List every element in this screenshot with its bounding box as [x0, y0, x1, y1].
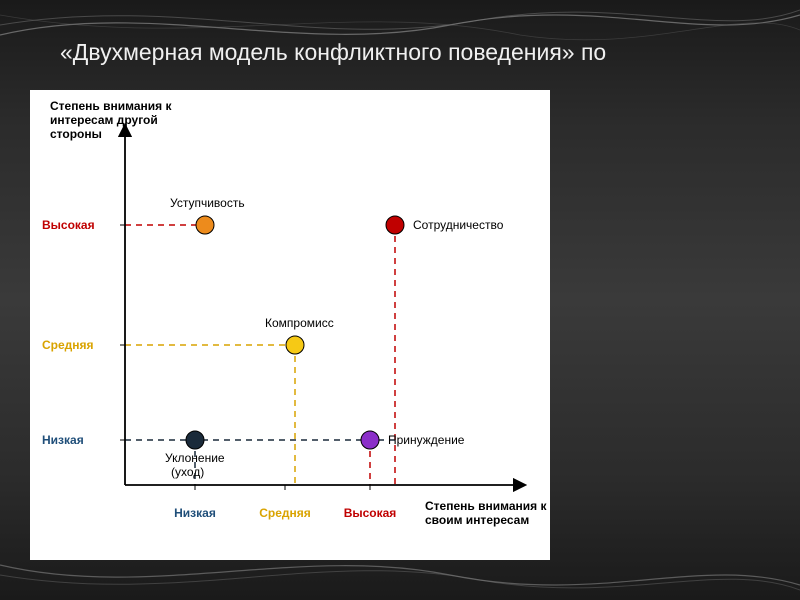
- thomas-model-chart: Степень внимания кинтересам другойсторон…: [30, 90, 550, 560]
- point-compromise: [286, 336, 304, 354]
- point-label-collaboration: Сотрудничество: [413, 218, 504, 232]
- point-sublabel-avoidance: (уход): [171, 465, 204, 479]
- y-axis-title: интересам другой: [50, 113, 158, 127]
- point-label-avoidance: Уклонение: [165, 451, 225, 465]
- point-accommodation: [196, 216, 214, 234]
- slide-title: «Двухмерная модель конфликтного поведени…: [60, 38, 790, 68]
- slide-root: «Двухмерная модель конфликтного поведени…: [0, 0, 800, 600]
- point-label-compromise: Компромисс: [265, 316, 334, 330]
- x-axis-title: своим интересам: [425, 513, 529, 527]
- y-tick-label: Высокая: [42, 218, 95, 232]
- point-competition: [361, 431, 379, 449]
- x-tick-label: Высокая: [344, 506, 397, 520]
- y-axis-title: стороны: [50, 127, 102, 141]
- x-tick-label: Низкая: [174, 506, 216, 520]
- title-main: «Двухмерная модель конфликтного поведени…: [60, 39, 606, 65]
- y-tick-label: Средняя: [42, 338, 94, 352]
- y-tick-label: Низкая: [42, 433, 84, 447]
- y-axis-title: Степень внимания к: [50, 99, 172, 113]
- point-label-competition: Принуждение: [388, 433, 465, 447]
- x-tick-label: Средняя: [259, 506, 311, 520]
- point-label-accommodation: Уступчивость: [170, 196, 245, 210]
- point-collaboration: [386, 216, 404, 234]
- point-avoidance: [186, 431, 204, 449]
- x-axis-title: Степень внимания к: [425, 499, 547, 513]
